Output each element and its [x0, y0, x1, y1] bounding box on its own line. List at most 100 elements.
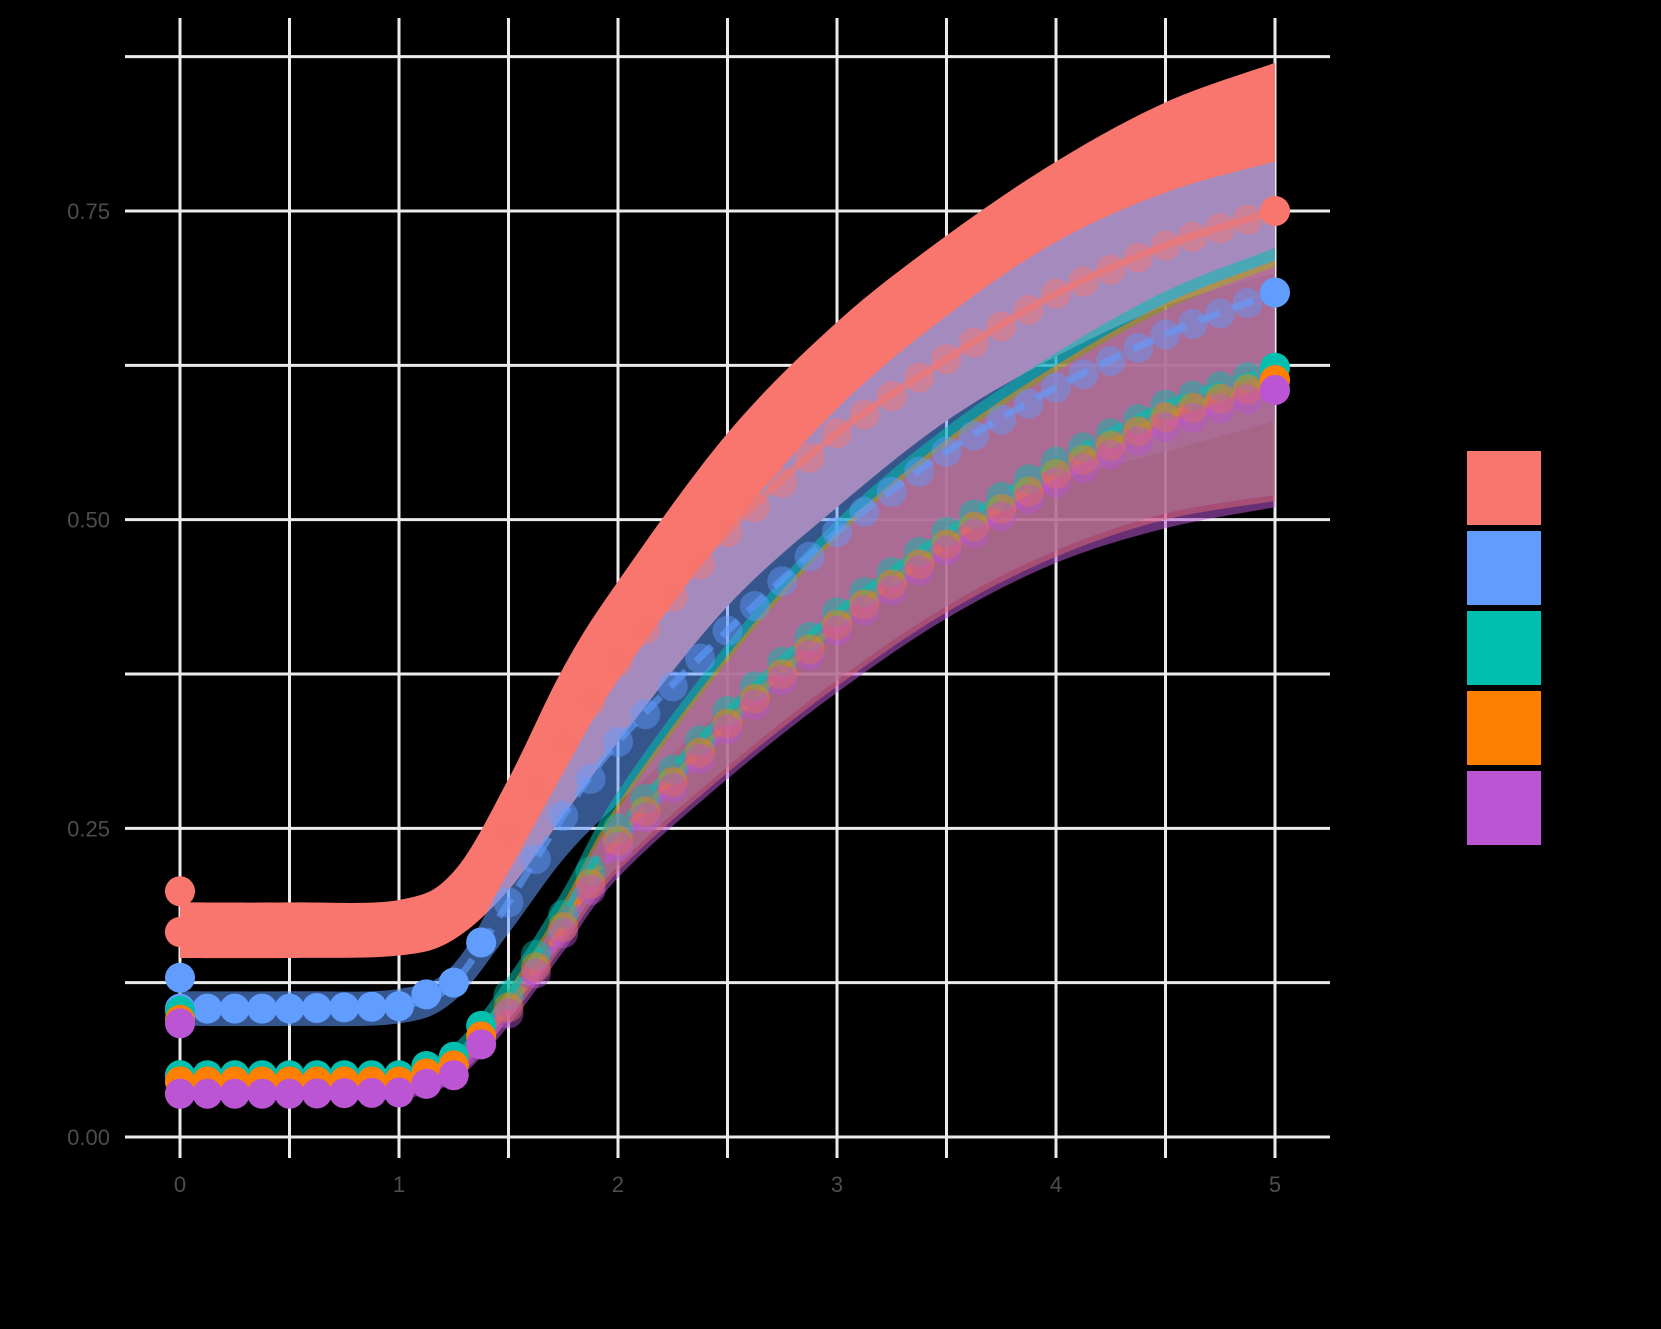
data-point [794, 640, 825, 671]
data-point [1205, 371, 1236, 402]
data-point [548, 800, 579, 831]
ribbon-series-2 [180, 161, 1275, 1027]
data-point [986, 501, 1017, 532]
data-point [548, 912, 579, 943]
data-point [739, 689, 770, 720]
data-point [438, 1060, 469, 1091]
x-tick-label: 4 [1050, 1172, 1062, 1197]
legend-key-series-5 [1467, 771, 1541, 845]
data-point [247, 1078, 278, 1109]
data-point [712, 615, 743, 646]
data-point [329, 1078, 360, 1109]
data-point [1068, 266, 1099, 297]
data-point [630, 614, 661, 645]
data-point [219, 917, 250, 948]
data-point [411, 1068, 442, 1099]
data-point [411, 979, 442, 1010]
x-tick-label: 5 [1269, 1172, 1281, 1197]
data-point [657, 671, 688, 702]
data-point [657, 767, 688, 798]
data-point [657, 773, 688, 804]
data-point [603, 831, 633, 862]
data-point [466, 856, 497, 887]
data-point [685, 643, 716, 674]
data-point [876, 569, 907, 600]
data-point [493, 819, 524, 850]
ribbon-series-5 [180, 266, 1275, 1101]
data-point [356, 915, 387, 946]
data-point [219, 993, 250, 1024]
data-point [384, 991, 414, 1022]
data-point [466, 927, 497, 958]
data-point [1123, 242, 1154, 273]
data-point [1013, 476, 1044, 507]
data-point [931, 344, 962, 375]
data-point [1068, 359, 1099, 390]
data-point [548, 918, 579, 949]
data-point [739, 683, 770, 714]
start-point [165, 1078, 195, 1109]
data-point [466, 1029, 497, 1060]
data-point [219, 1078, 250, 1109]
data-point [1123, 425, 1154, 456]
data-point [986, 404, 1017, 435]
data-point [876, 575, 907, 606]
data-point [493, 992, 524, 1023]
data-point [329, 992, 360, 1023]
data-point [1232, 287, 1263, 318]
data-point [685, 549, 716, 580]
data-point [822, 516, 852, 547]
end-point [1260, 375, 1290, 406]
x-tick-label: 3 [831, 1172, 843, 1197]
data-point [1013, 295, 1044, 326]
confidence-ribbons [180, 62, 1275, 1101]
data-point [1232, 384, 1263, 415]
data-point [794, 621, 825, 652]
data-point [603, 646, 633, 677]
data-point [520, 952, 551, 983]
data-point [575, 868, 606, 899]
data-point [958, 518, 989, 549]
data-point [411, 904, 442, 935]
data-point [274, 1078, 305, 1109]
data-point [685, 737, 716, 768]
data-point [1095, 345, 1126, 376]
data-point [1177, 380, 1208, 411]
data-point [712, 696, 743, 727]
data-point [192, 917, 223, 948]
data-point [1205, 393, 1236, 424]
data-point [301, 1078, 332, 1109]
data-point [1095, 439, 1126, 470]
data-point [438, 967, 469, 998]
data-point [958, 327, 989, 358]
y-tick-label: 0.00 [67, 1125, 110, 1150]
data-point [657, 581, 688, 612]
series-points [165, 195, 1290, 1109]
data-point [301, 916, 332, 947]
data-point [876, 381, 907, 412]
y-tick-label: 0.25 [67, 816, 110, 841]
data-point [520, 773, 551, 804]
data-point [1095, 254, 1126, 285]
data-point [1123, 416, 1154, 447]
data-point [986, 481, 1017, 512]
data-point [904, 456, 935, 487]
start-point [165, 1008, 195, 1039]
data-point [904, 537, 935, 568]
end-point [1260, 195, 1290, 226]
data-point [575, 763, 606, 794]
data-point [1177, 402, 1208, 433]
data-point [329, 915, 360, 946]
y-tick-label: 0.75 [67, 199, 110, 224]
data-point [493, 998, 524, 1029]
data-point [384, 914, 414, 945]
data-point [767, 665, 798, 696]
data-point [1177, 308, 1208, 339]
start-point [165, 917, 195, 948]
data-point [849, 399, 880, 430]
data-point [931, 529, 962, 560]
legend-key-series-1 [1467, 451, 1541, 525]
data-point [1041, 278, 1071, 309]
data-point [904, 555, 935, 586]
x-tick-label: 1 [393, 1172, 405, 1197]
